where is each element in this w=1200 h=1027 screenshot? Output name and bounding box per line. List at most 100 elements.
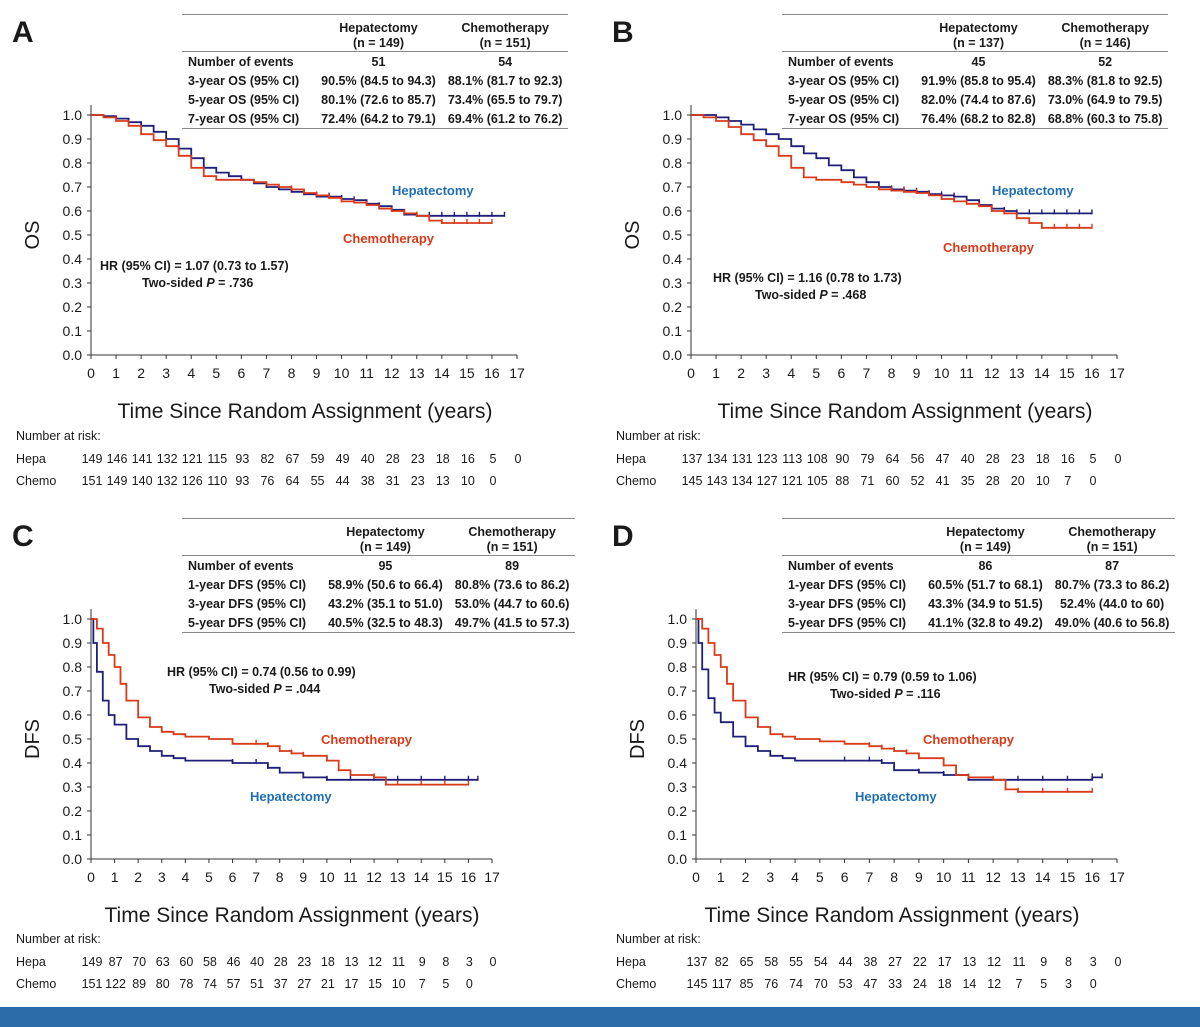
x-tick-label: 13 — [1010, 869, 1026, 885]
x-tick-label: 11 — [359, 365, 374, 381]
hepatectomy-curve — [91, 114, 505, 217]
stats-cell: 54 — [498, 54, 513, 69]
p-value-text: Two-sided P = .116 — [830, 687, 941, 701]
x-tick-label: 5 — [812, 365, 820, 381]
x-tick-label: 10 — [334, 365, 350, 381]
stats-row-label: 3-year OS (95% CI) — [788, 73, 900, 88]
risk-value: 10 — [391, 977, 406, 991]
risk-value: 115 — [207, 452, 228, 466]
x-tick-label: 12 — [366, 869, 382, 885]
stats-cell: 91.9% (85.8 to 95.4) — [921, 73, 1036, 88]
risk-value: 5 — [1089, 452, 1097, 466]
stats-cell: 49.0% (40.6 to 56.8) — [1048, 613, 1176, 633]
x-tick-label: 12 — [384, 365, 400, 381]
risk-value: 132 — [156, 452, 178, 466]
risk-value: 65 — [739, 955, 754, 969]
y-tick-label: 0.8 — [668, 659, 688, 675]
risk-row-label: Hepa — [616, 955, 646, 969]
risk-value: 18 — [937, 977, 952, 991]
risk-value: 80 — [155, 977, 170, 991]
risk-value: 117 — [711, 977, 732, 991]
risk-value: 44 — [335, 474, 350, 488]
x-tick-label: 11 — [343, 869, 358, 885]
y-tick-label: 0.5 — [63, 227, 83, 243]
stats-cell: 82.0% (74.4 to 87.6) — [921, 92, 1036, 107]
risk-value: 41 — [935, 474, 950, 488]
stats-cell: 73.0% (64.9 to 79.5) — [1047, 92, 1163, 107]
x-tick-label: 7 — [263, 365, 271, 381]
stats-row: 5-year OS (95% CI) 82.0% (74.4 to 87.6) 73… — [782, 90, 1168, 109]
risk-row-chemo: Chemo 151 122 89 80 78 74 57 51 37 27 21 17 15 10 7 5 0 — [0, 977, 600, 993]
stats-row: 3-year OS (95% CI) 90.5% (84.5 to 94.3) 88… — [182, 71, 568, 90]
stats-cell: 88.3% (81.8 to 92.5) — [1047, 73, 1163, 88]
x-tick-label: 1 — [712, 365, 720, 381]
risk-value: 11 — [1012, 955, 1026, 969]
risk-value: 88 — [835, 474, 850, 488]
y-tick-label: 0.4 — [668, 755, 688, 771]
x-tick-label: 15 — [1060, 869, 1076, 885]
risk-value: 149 — [81, 955, 103, 969]
stats-row-label: Number of events — [788, 54, 894, 69]
x-tick-label: 7 — [252, 869, 260, 885]
stats-row: 5-year DFS (95% CI) 40.5% (32.5 to 48.3) 4… — [182, 613, 576, 633]
risk-value: 57 — [226, 977, 241, 991]
y-tick-label: 1.0 — [663, 107, 683, 123]
risk-value: 78 — [179, 977, 194, 991]
stats-cell: 53.0% (44.7 to 60.6) — [454, 596, 570, 611]
risk-value: 55 — [789, 955, 803, 969]
p-value-text: Two-sided P = .468 — [755, 288, 866, 302]
stats-row: 7-year OS (95% CI) 76.4% (68.2 to 82.8) 68… — [782, 109, 1169, 129]
risk-value: 70 — [132, 955, 147, 969]
risk-value: 134 — [706, 452, 728, 466]
y-axis-label: OS — [622, 221, 644, 250]
y-tick-label: 0.9 — [63, 635, 83, 651]
x-tick-label: 9 — [915, 869, 923, 885]
stats-row-label: 5-year OS (95% CI) — [788, 92, 900, 107]
risk-value: 40 — [960, 452, 975, 466]
x-tick-label: 3 — [158, 869, 166, 885]
risk-value: 37 — [273, 977, 288, 991]
bottom-band — [0, 1007, 1200, 1027]
chemotherapy-column-header: Chemotherapy (n = 151) — [448, 518, 576, 556]
p-value-text: Two-sided P = .736 — [142, 276, 253, 290]
y-tick-label: 0.2 — [63, 299, 83, 315]
risk-value: 59 — [310, 452, 325, 466]
risk-value: 18 — [435, 452, 450, 466]
risk-row-hepa: Hepa 137 82 65 58 55 54 44 38 27 22 17 13 12 11 9 8 3 0 — [600, 955, 1200, 971]
risk-value: 28 — [985, 474, 1000, 488]
risk-value: 40 — [360, 452, 375, 466]
number-at-risk-title: Number at risk: — [16, 932, 101, 946]
risk-value: 0 — [1114, 955, 1122, 969]
x-tick-label: 16 — [1084, 365, 1100, 381]
risk-value: 28 — [385, 452, 400, 466]
stats-row: Number of events 51 54 — [182, 52, 568, 72]
risk-value: 27 — [297, 977, 312, 991]
stats-row-label: Number of events — [788, 558, 894, 573]
risk-value: 7 — [1064, 474, 1072, 488]
y-tick-label: 0.5 — [63, 731, 83, 747]
risk-value: 0 — [1089, 977, 1097, 991]
risk-value: 113 — [782, 452, 803, 466]
risk-value: 71 — [860, 474, 875, 488]
chemotherapy-curve — [696, 618, 1093, 793]
y-tick-label: 0.7 — [63, 683, 83, 699]
y-tick-label: 0.9 — [668, 635, 688, 651]
risk-value: 31 — [385, 474, 400, 488]
y-tick-label: 0.7 — [663, 179, 683, 195]
chemotherapy-label: Chemotherapy — [321, 732, 413, 747]
risk-value: 7 — [418, 977, 426, 991]
stats-row: 5-year DFS (95% CI) 41.1% (32.8 to 49.2) 4… — [782, 613, 1176, 633]
risk-value: 0 — [514, 452, 522, 466]
hepatectomy-column-header: Hepatectomy (n = 149) — [322, 518, 449, 556]
risk-value: 85 — [739, 977, 754, 991]
risk-row-label: Chemo — [16, 474, 57, 488]
y-axis-label: DFS — [627, 719, 649, 759]
risk-value: 145 — [681, 474, 703, 488]
risk-value: 13 — [435, 474, 450, 488]
risk-value: 134 — [731, 474, 753, 488]
x-tick-label: 7 — [863, 365, 871, 381]
x-tick-label: 15 — [459, 365, 475, 381]
y-tick-label: 0.9 — [663, 131, 683, 147]
stats-cell: 89 — [505, 558, 520, 573]
risk-value: 23 — [1010, 452, 1025, 466]
